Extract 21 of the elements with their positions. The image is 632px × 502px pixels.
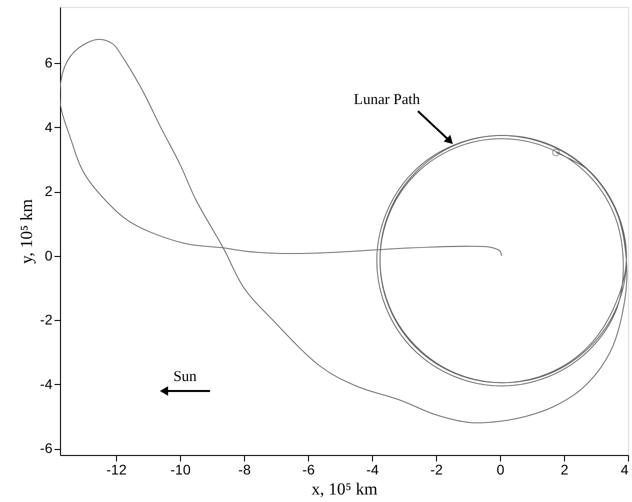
- y-tick-label: 6: [44, 54, 53, 71]
- x-tick-label: 4: [620, 462, 629, 478]
- annotation: Lunar Path: [354, 92, 421, 108]
- annotation: Sun: [173, 369, 198, 385]
- y-tick-label: -4: [40, 376, 53, 392]
- x-axis-title: x, 10⁵ km: [312, 480, 378, 498]
- x-tick-label: -6: [302, 462, 315, 478]
- y-tick-label: -2: [40, 312, 53, 328]
- y-tick-label: 2: [44, 183, 53, 200]
- x-tick-label: -2: [430, 462, 443, 478]
- y-tick-label: -6: [40, 440, 53, 456]
- x-tick-label: -12: [106, 462, 127, 478]
- y-tick-label: 0: [44, 247, 53, 264]
- x-tick-label: 2: [560, 462, 569, 478]
- line-series: [60, 38, 627, 424]
- x-tick-label: 0: [496, 462, 505, 478]
- y-tick-label: 4: [44, 118, 53, 135]
- y-axis-title: y, 10⁵ km: [17, 199, 36, 264]
- x-tick-label: -4: [366, 462, 379, 478]
- x-tick-label: -10: [170, 462, 191, 478]
- x-tick-label: -8: [238, 462, 251, 478]
